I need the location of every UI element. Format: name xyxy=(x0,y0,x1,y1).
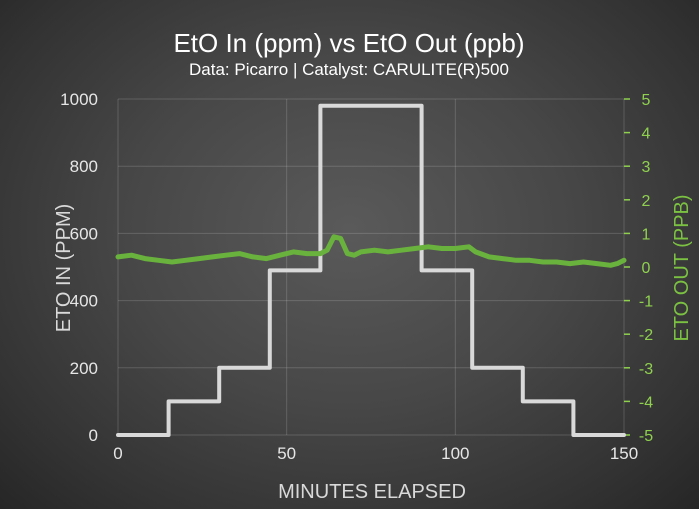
y-axis-label-left: ETO IN (PPM) xyxy=(53,204,75,333)
y-tick-label-right: -2 xyxy=(639,327,653,344)
y-tick-label-right: 3 xyxy=(642,159,651,176)
y-tick-label-left: 1000 xyxy=(60,90,98,109)
series-layer xyxy=(118,106,624,435)
y-tick-label-right: -4 xyxy=(639,394,653,411)
y-tick-label-right: 5 xyxy=(642,92,651,109)
chart-title: EtO In (ppm) vs EtO Out (ppb) xyxy=(173,28,524,58)
y-tick-label-left: 800 xyxy=(70,157,98,176)
x-tick-label: 0 xyxy=(113,444,122,463)
y-tick-label-left: 0 xyxy=(89,426,98,445)
y-axis-label-right: ETO OUT (PPB) xyxy=(671,194,693,341)
y-tick-label-left: 200 xyxy=(70,359,98,378)
x-tick-label: 50 xyxy=(277,444,296,463)
y-tick-label-right: -1 xyxy=(639,294,653,311)
series-eto-out-line xyxy=(118,237,624,265)
x-axis-label: MINUTES ELAPSED xyxy=(278,481,466,503)
y-tick-label-right: 0 xyxy=(642,260,651,277)
x-tick-label: 100 xyxy=(441,444,469,463)
y-tick-label-right: -5 xyxy=(639,428,653,445)
x-tick-label: 150 xyxy=(610,444,638,463)
series-eto-in-line xyxy=(118,106,624,435)
grid xyxy=(118,99,630,435)
chart-subtitle: Data: Picarro | Catalyst: CARULITE(R)500 xyxy=(189,60,509,79)
y-tick-label-right: 1 xyxy=(642,226,651,243)
y-tick-label-right: 4 xyxy=(642,126,651,143)
y-tick-label-right: -3 xyxy=(639,361,653,378)
y-tick-label-right: 2 xyxy=(642,193,651,210)
